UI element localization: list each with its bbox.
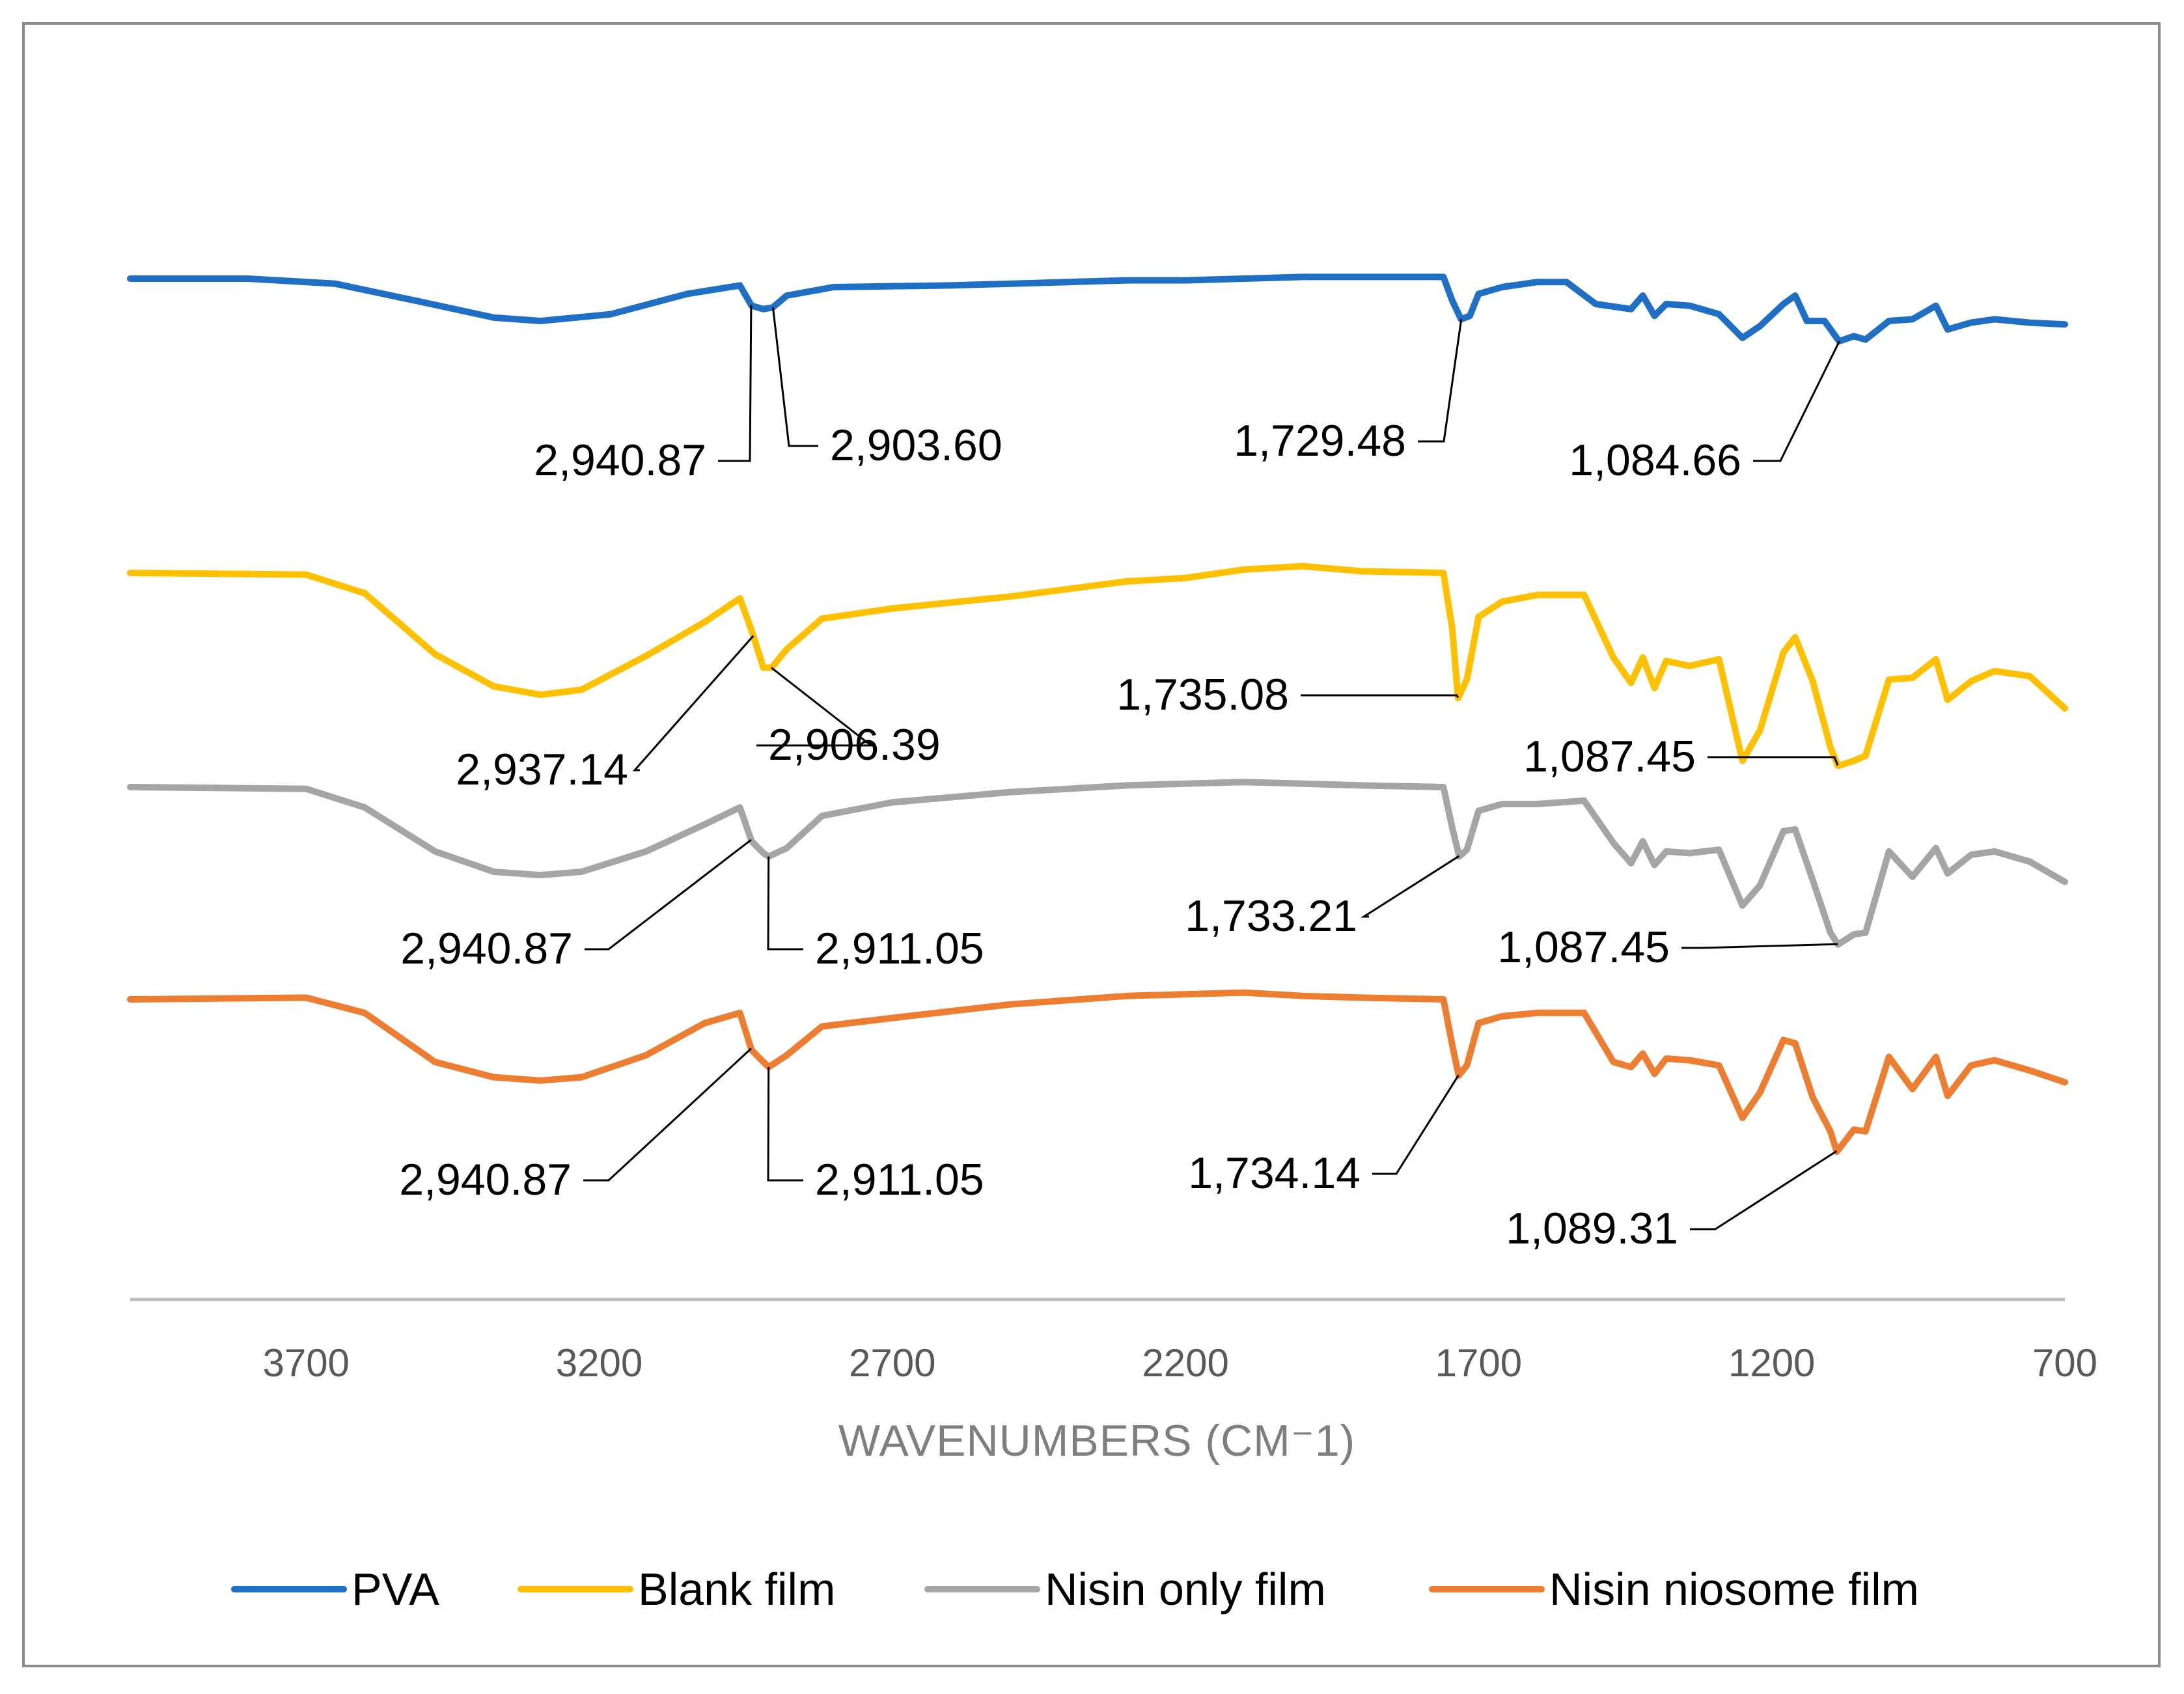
chart-frame bbox=[22, 22, 2161, 1667]
x-tick-labels: 3700 3200 2700 2200 1700 1200 700 bbox=[262, 1341, 2097, 1385]
peak-annotation-label: 2,911.05 bbox=[815, 924, 984, 973]
series-layer bbox=[127, 273, 2068, 1155]
peak-annotation-label: 2,940.87 bbox=[400, 924, 573, 973]
peak-annotation-label: 2,940.87 bbox=[399, 1155, 572, 1204]
x-tick-label: 2200 bbox=[1142, 1341, 1228, 1385]
x-axis-title: WAVENUMBERS (CM⁻1) bbox=[838, 1416, 1355, 1465]
annotation-leader bbox=[632, 635, 754, 771]
x-tick-label: 1200 bbox=[1728, 1341, 1815, 1385]
x-tick-label: 3200 bbox=[556, 1341, 643, 1385]
peak-annotation-label: 2,911.05 bbox=[815, 1155, 984, 1204]
annotation-layer: 2,940.87 2,903.60 1,729.48 1,084.66 2,937.14… bbox=[399, 305, 1840, 1253]
annotation-leader bbox=[1681, 943, 1838, 949]
peak-annotation-label: 1,089.31 bbox=[1506, 1204, 1678, 1253]
peak-annotation-label: 1,729.48 bbox=[1234, 416, 1406, 465]
annotation-leader bbox=[767, 1066, 803, 1182]
legend-label: Nisin niosome film bbox=[1549, 1564, 1919, 1615]
annotation-leader bbox=[583, 1048, 752, 1182]
annotation-leader bbox=[771, 307, 818, 447]
annotation-leader bbox=[585, 839, 752, 951]
series-line-nisin-only-film bbox=[127, 779, 2068, 948]
annotation-leader bbox=[1360, 855, 1460, 918]
peak-annotation-label: 1,734.14 bbox=[1188, 1148, 1361, 1198]
x-tick-label: 3700 bbox=[262, 1341, 349, 1385]
legend-label: Blank film bbox=[638, 1564, 835, 1615]
peak-annotation-label: 1,087.45 bbox=[1497, 923, 1670, 972]
series-line-blank-film bbox=[127, 562, 2068, 770]
annotation-leader bbox=[1301, 694, 1459, 699]
annotation-leader bbox=[718, 305, 753, 462]
annotation-leader bbox=[767, 856, 803, 951]
peak-annotation-label: 1,735.08 bbox=[1116, 670, 1289, 719]
annotation-leader bbox=[756, 667, 874, 747]
legend-label: Nisin only film bbox=[1045, 1564, 1326, 1615]
annotation-leader bbox=[1753, 340, 1840, 462]
annotation-leader bbox=[1418, 318, 1463, 443]
legend: PVA Blank film Nisin only film Nisin niosom… bbox=[231, 1564, 1919, 1615]
series-line-pva bbox=[127, 273, 2068, 345]
peak-annotation-label: 2,906.39 bbox=[768, 720, 941, 770]
x-tick-label: 1700 bbox=[1435, 1341, 1522, 1385]
peak-annotation-label: 2,937.14 bbox=[456, 745, 628, 794]
peak-annotation-label: 1,733.21 bbox=[1185, 891, 1357, 941]
peak-annotation-label: 1,087.45 bbox=[1523, 732, 1696, 781]
peak-annotation-label: 2,940.87 bbox=[534, 436, 706, 485]
x-tick-label: 2700 bbox=[849, 1341, 935, 1385]
peak-annotation-label: 2,903.60 bbox=[830, 421, 1002, 470]
annotation-leader bbox=[1707, 756, 1839, 766]
peak-annotation-label: 1,084.66 bbox=[1569, 436, 1741, 485]
legend-label: PVA bbox=[352, 1564, 439, 1615]
annotation-leader bbox=[1690, 1150, 1838, 1230]
annotation-leader bbox=[1372, 1074, 1459, 1175]
series-line-nisin-niosome-film bbox=[127, 989, 2068, 1155]
x-tick-label: 700 bbox=[2032, 1341, 2097, 1385]
